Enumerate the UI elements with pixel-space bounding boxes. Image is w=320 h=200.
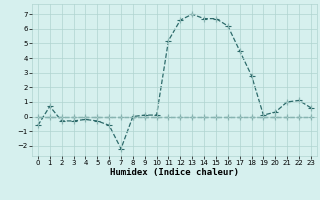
X-axis label: Humidex (Indice chaleur): Humidex (Indice chaleur) [110,168,239,177]
